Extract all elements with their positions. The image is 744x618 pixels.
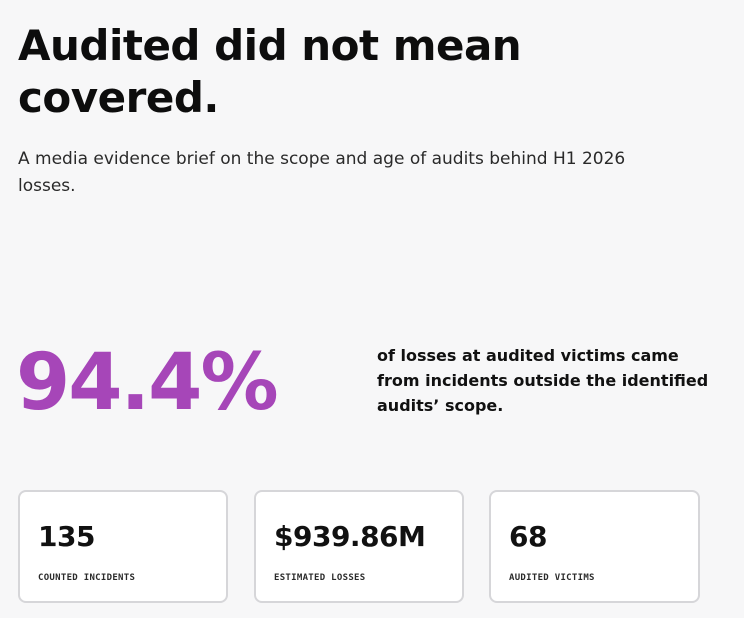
stat-card-value: 68 <box>509 520 547 553</box>
stat-card-estimated-losses: $939.86M ESTIMATED LOSSES <box>254 490 464 603</box>
stat-card-label: ESTIMATED LOSSES <box>274 573 366 583</box>
headline-stat-caption: of losses at audited victims came from i… <box>377 346 709 415</box>
stat-card-value: $939.86M <box>274 520 426 553</box>
stat-card-value: 135 <box>38 520 95 553</box>
stat-card-label: AUDITED VICTIMS <box>509 573 595 583</box>
stat-card-audited-victims: 68 AUDITED VICTIMS <box>489 490 700 603</box>
stat-card-counted-incidents: 135 COUNTED INCIDENTS <box>18 490 228 603</box>
page-title: Audited did not mean covered. <box>18 21 522 122</box>
stat-card-label: COUNTED INCIDENTS <box>38 573 136 583</box>
headline-stat-value: 94.4% <box>16 338 279 428</box>
page-subtitle: A media evidence brief on the scope and … <box>18 149 626 196</box>
